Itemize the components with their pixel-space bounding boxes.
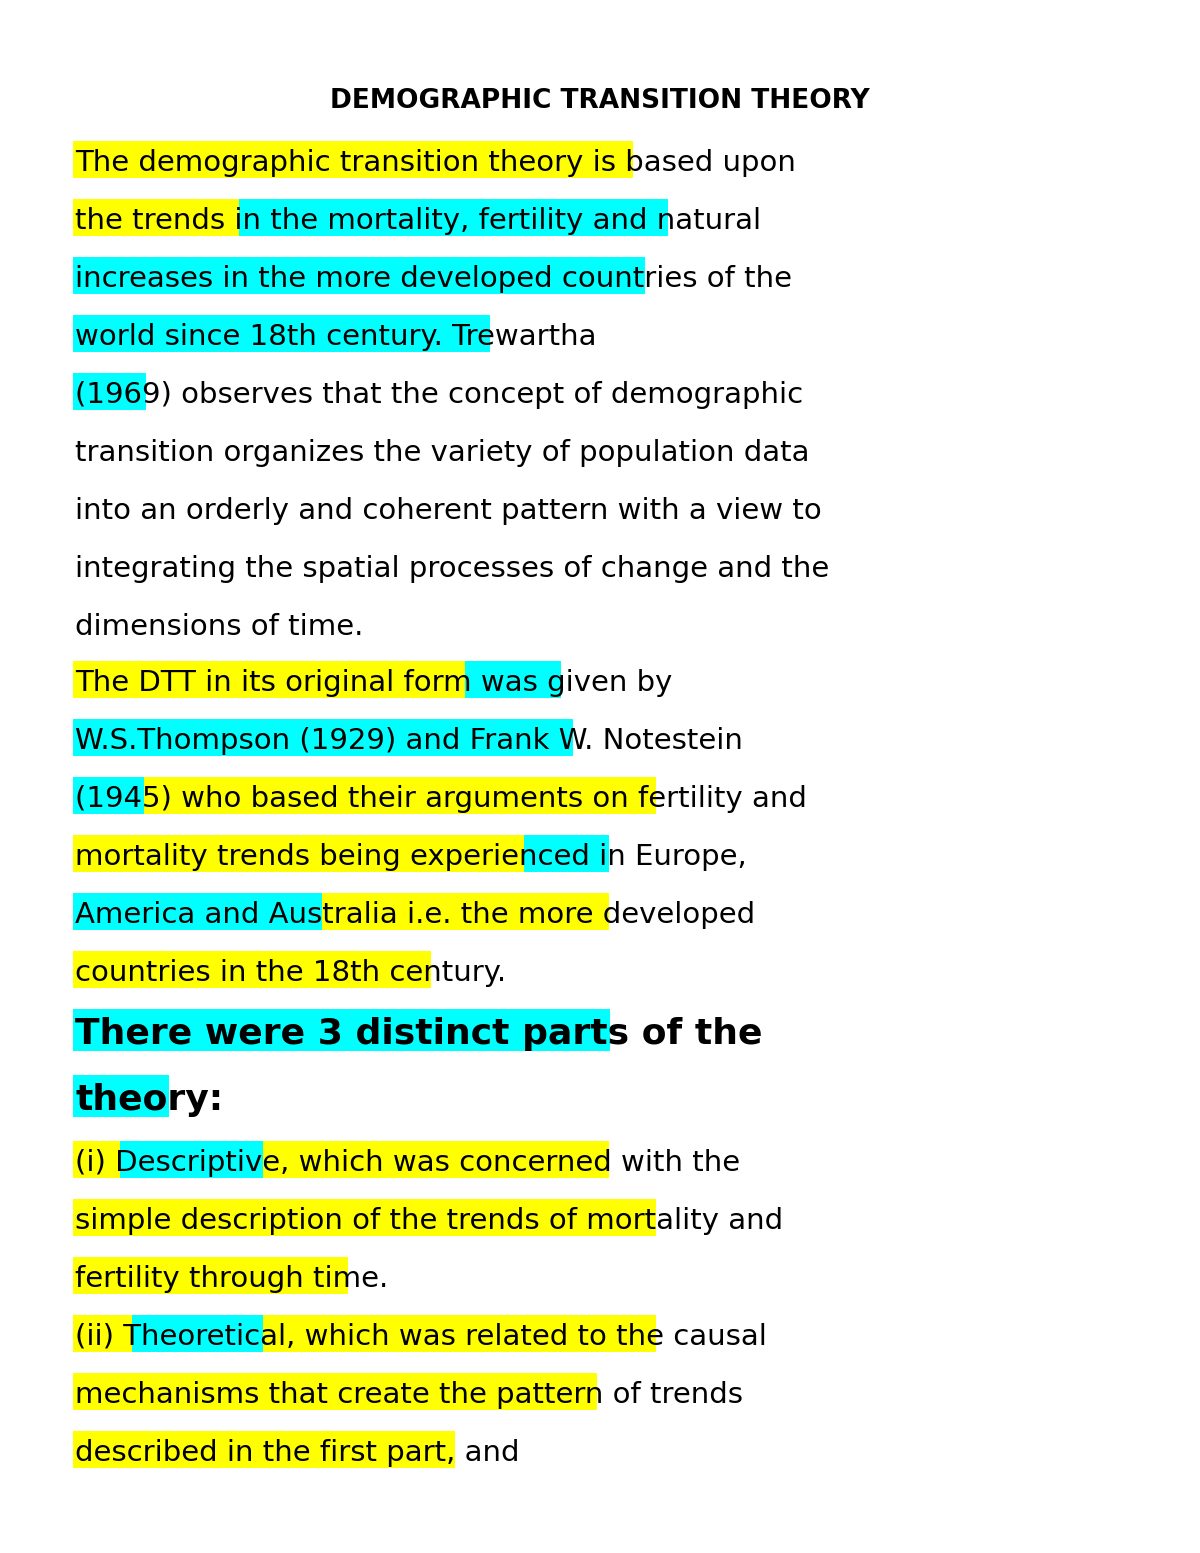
FancyBboxPatch shape [73,373,146,410]
Text: mortality trends being experienced in Europe,: mortality trends being experienced in Eu… [74,843,746,871]
Text: (ii) Theoretical, which was related to the causal: (ii) Theoretical, which was related to t… [74,1323,767,1351]
FancyBboxPatch shape [73,1256,348,1294]
Text: (1969) observes that the concept of demographic: (1969) observes that the concept of demo… [74,380,803,408]
FancyBboxPatch shape [73,836,526,871]
Text: integrating the spatial processes of change and the: integrating the spatial processes of cha… [74,554,829,582]
Text: W.S.Thompson (1929) and Frank W. Notestein: W.S.Thompson (1929) and Frank W. Noteste… [74,727,743,755]
FancyBboxPatch shape [73,1141,122,1179]
Text: increases in the more developed countries of the: increases in the more developed countrie… [74,266,792,294]
FancyBboxPatch shape [370,315,491,353]
FancyBboxPatch shape [120,1141,265,1179]
FancyBboxPatch shape [322,893,608,930]
FancyBboxPatch shape [464,662,562,697]
Text: The DTT in its original form was given by: The DTT in its original form was given b… [74,669,672,697]
FancyBboxPatch shape [73,1009,610,1051]
FancyBboxPatch shape [73,1430,455,1468]
FancyBboxPatch shape [73,141,632,179]
FancyBboxPatch shape [73,662,467,697]
FancyBboxPatch shape [73,719,574,756]
Text: (1945) who based their arguments on fertility and: (1945) who based their arguments on fert… [74,784,806,814]
Text: into an orderly and coherent pattern with a view to: into an orderly and coherent pattern wit… [74,497,822,525]
FancyBboxPatch shape [263,1315,656,1353]
Text: described in the first part, and: described in the first part, and [74,1440,520,1468]
FancyBboxPatch shape [73,776,146,814]
FancyBboxPatch shape [132,1315,265,1353]
Text: (i) Descriptive, which was concerned with the: (i) Descriptive, which was concerned wit… [74,1149,740,1177]
Text: fertility through time.: fertility through time. [74,1266,389,1294]
FancyBboxPatch shape [73,893,324,930]
FancyBboxPatch shape [144,776,656,814]
FancyBboxPatch shape [239,199,668,236]
FancyBboxPatch shape [73,1199,656,1236]
FancyBboxPatch shape [263,256,644,294]
FancyBboxPatch shape [73,315,372,353]
FancyBboxPatch shape [263,1141,608,1179]
FancyBboxPatch shape [73,1315,134,1353]
FancyBboxPatch shape [73,1373,598,1410]
Text: simple description of the trends of mortality and: simple description of the trends of mort… [74,1207,784,1235]
Text: DEMOGRAPHIC TRANSITION THEORY: DEMOGRAPHIC TRANSITION THEORY [330,89,870,113]
Text: world since 18th century. Trewartha: world since 18th century. Trewartha [74,323,596,351]
Text: transition organizes the variety of population data: transition organizes the variety of popu… [74,439,810,467]
Text: dimensions of time.: dimensions of time. [74,613,364,641]
Text: theory:: theory: [74,1082,223,1117]
FancyBboxPatch shape [73,256,265,294]
Text: America and Australia i.e. the more developed: America and Australia i.e. the more deve… [74,901,755,929]
FancyBboxPatch shape [73,199,241,236]
FancyBboxPatch shape [524,836,608,871]
FancyBboxPatch shape [73,950,431,988]
FancyBboxPatch shape [73,1075,169,1117]
Text: mechanisms that create the pattern of trends: mechanisms that create the pattern of tr… [74,1381,743,1409]
Text: the trends in the mortality, fertility and natural: the trends in the mortality, fertility a… [74,207,761,235]
Text: countries in the 18th century.: countries in the 18th century. [74,960,506,988]
Text: The demographic transition theory is based upon: The demographic transition theory is bas… [74,149,796,177]
Text: There were 3 distinct parts of the: There were 3 distinct parts of the [74,1017,762,1051]
